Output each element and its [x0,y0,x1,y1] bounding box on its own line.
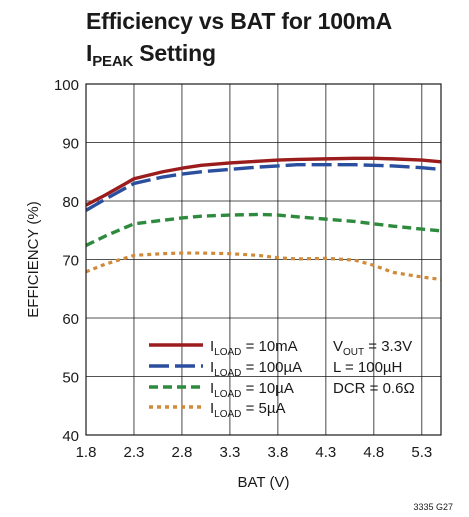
plot-border [85,83,442,436]
plot-frame [85,83,442,436]
y-tick-label: 50 [62,370,79,387]
x-tick-label: 2.8 [172,444,193,461]
condition-label-0: VOUT = 3.3V [333,338,412,358]
series-line-2 [85,212,442,247]
x-tick-label: 3.8 [267,444,288,461]
y-tick-label: 40 [62,428,79,445]
title-peak-subscript: PEAK [92,53,134,70]
y-tick-label: 100 [54,77,79,94]
axis-labels: BAT (V) EFFICIENCY (%) [25,201,289,491]
legend-label-1: ILOAD = 100µA [210,359,302,379]
tick-labels: 1.8 2.3 2.8 3.3 3.8 4.3 4.8 5.3 40 50 60 70 80 90 100 [54,77,432,461]
condition-label-1: L = 100µH [333,359,402,376]
title-i: I [86,40,93,66]
x-tick-label: 1.8 [76,444,97,461]
x-axis-label: BAT (V) [238,474,290,491]
title-setting: Setting [133,40,216,66]
y-tick-label: 60 [62,311,79,328]
y-tick-label: 80 [62,194,79,211]
y-tick-label: 90 [62,136,79,153]
x-tick-label: 4.8 [363,444,384,461]
series-lines [85,156,442,281]
series-line-3 [85,251,442,281]
chart-title-line-1: Efficiency vs BAT for 100mA [86,8,393,34]
legend-label-0: ILOAD = 10mA [210,338,298,358]
x-tick-label: 2.3 [124,444,145,461]
chart-title-line-2: IPEAK Setting [86,40,216,70]
legend-label-2: ILOAD = 10µA [210,380,294,400]
y-axis-label: EFFICIENCY (%) [25,201,42,317]
legend-label-3: ILOAD = 5µA [210,400,286,420]
series-line-1 [85,163,442,212]
condition-label-2: DCR = 0.6Ω [333,380,415,397]
figure-code: 3335 G27 [413,502,453,512]
x-tick-label: 3.3 [219,444,240,461]
y-tick-label: 70 [62,253,79,270]
x-tick-label: 4.3 [315,444,336,461]
series-line-0 [85,156,442,207]
x-tick-label: 5.3 [411,444,432,461]
